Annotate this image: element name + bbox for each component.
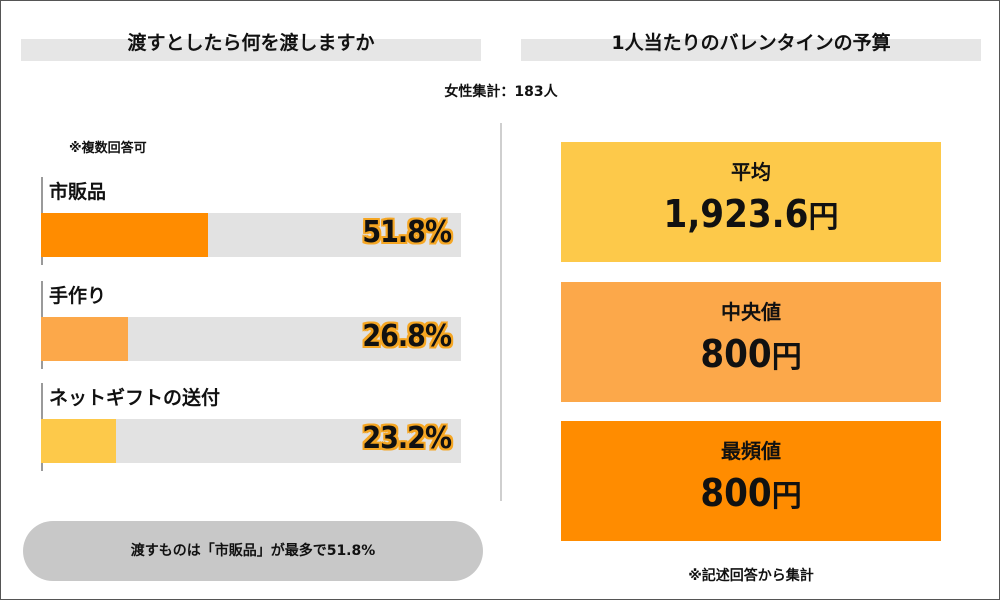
multiple-answer-note: ※複数回答可 <box>69 141 147 156</box>
bar-value-label: 51.8% <box>362 215 452 250</box>
bar-track: 23.2% <box>41 419 461 463</box>
bar-group: ネットギフトの送付 23.2% <box>41 383 461 471</box>
bar-group: 市販品 51.8% <box>41 177 461 265</box>
bar-category-label: ネットギフトの送付 <box>49 387 221 409</box>
bar <box>41 213 208 257</box>
budget-stat-box: 最頻値 800円 <box>561 421 941 541</box>
respondent-count: 女性集計：183人 <box>444 84 558 100</box>
budget-stat-unit: 円 <box>808 200 839 235</box>
bar-track: 26.8% <box>41 317 461 361</box>
bar-category-label: 手作り <box>49 285 107 307</box>
left-title-band <box>21 39 481 61</box>
budget-stat-value: 800円 <box>561 471 941 515</box>
budget-stat-unit: 円 <box>771 340 802 375</box>
bar <box>41 317 128 361</box>
free-answer-note: ※記述回答から集計 <box>688 568 814 584</box>
budget-stat-box: 平均 1,923.6円 <box>561 142 941 262</box>
section-divider <box>500 123 502 501</box>
budget-stat-number: 800 <box>700 471 772 515</box>
bar-category-label: 市販品 <box>49 181 107 203</box>
bar-group: 手作り 26.8% <box>41 281 461 369</box>
budget-stat-label: 中央値 <box>721 300 781 324</box>
budget-stat-number: 1,923.6 <box>663 192 809 236</box>
bar <box>41 419 116 463</box>
summary-pill: 渡すものは「市販品」が最多で51.8% <box>23 521 483 581</box>
budget-stat-box: 中央値 800円 <box>561 282 941 402</box>
budget-stat-label: 最頻値 <box>721 439 781 463</box>
bar-value-label: 23.2% <box>362 421 452 456</box>
budget-stat-value: 1,923.6円 <box>561 192 941 236</box>
bar-value-label: 26.8% <box>362 319 452 354</box>
left-section-title: 渡すとしたら何を渡しますか <box>127 32 375 54</box>
right-title-band <box>521 39 981 61</box>
budget-stat-label: 平均 <box>731 160 771 184</box>
budget-stat-unit: 円 <box>771 479 802 514</box>
budget-stat-value: 800円 <box>561 332 941 376</box>
bar-track: 51.8% <box>41 213 461 257</box>
budget-stat-number: 800 <box>700 332 772 376</box>
right-section-title: 1人当たりのバレンタインの予算 <box>611 32 891 54</box>
